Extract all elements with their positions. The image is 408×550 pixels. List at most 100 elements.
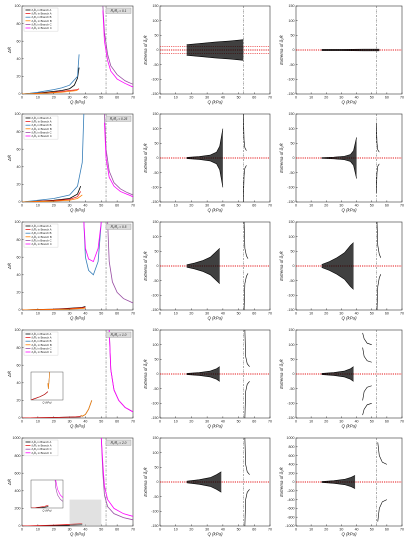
y-axis-label: Extrema of δ₂R̄ [279,250,284,281]
x-axis-label: Q (kPa) [70,208,86,213]
y-tick-label: 80 [17,22,21,26]
series-line-1 [321,157,357,179]
series-line-0 [186,471,222,482]
x-tick-label: 50 [237,419,241,423]
x-tick-label: 20 [324,527,328,531]
y-tick-label: -150 [287,308,294,312]
series-line-1 [321,267,354,290]
y-tick-label: 100 [289,235,295,239]
x-tick-label: 30 [339,203,343,207]
x-axis-label: Q (kPa) [207,208,223,213]
x-tick-label: 10 [36,311,40,315]
y-axis-label: Extrema of δ₂R̄ [279,466,284,497]
y-tick-label: 20 [17,399,21,403]
series-group [22,222,133,310]
y-tick-label: 50 [291,34,295,38]
x-tick-label: 50 [99,311,103,315]
y-tick-label: -50 [153,63,158,67]
oscillation-fill [186,39,244,61]
row-tag: R̄₁/R̄₂ = 1.0 [111,333,127,337]
y-tick-label: 100 [289,19,295,23]
series-line-3 [80,400,93,417]
x-tick-label: 20 [189,203,193,207]
inset-series-line-1 [31,504,49,508]
legend-entry: δ₁R̄₁ in Branch A [32,116,52,120]
series-line-3 [244,381,250,418]
x-tick-label: 10 [174,95,178,99]
y-tick-label: 0 [157,264,159,268]
y-tick-label: 100 [15,4,21,8]
y-tick-label: -100 [151,294,158,298]
x-tick-label: 50 [237,203,241,207]
x-tick-label: 10 [36,419,40,423]
y-tick-label: 60 [17,363,21,367]
series-line-5 [104,122,133,198]
x-tick-label: 50 [370,527,374,531]
y-tick-label: 100 [15,112,21,116]
y-tick-label: -150 [151,308,158,312]
legend-box [23,223,59,248]
x-tick-label: 60 [385,311,389,315]
legend-entry: δ₁R̄₁ in Branch A [32,224,52,228]
x-tick-label: 40 [355,419,359,423]
series-group [186,39,244,61]
oscillation-fill [186,366,220,382]
y-tick-label: -50 [153,495,158,499]
series-line-2 [376,222,382,258]
x-tick-label: 30 [68,419,72,423]
x-tick-label: 40 [221,527,225,531]
series-line-1 [22,522,83,526]
x-tick-label: 60 [385,527,389,531]
legend-entry: δ₂R̄₂ in Branch C [32,450,52,454]
series-line-5 [108,330,133,413]
inset-series-line-1 [31,391,49,400]
y-tick-label: 60 [17,147,21,151]
y-tick-label: -150 [151,524,158,528]
x-tick-label: 60 [115,311,119,315]
y-axis-label: Extrema of δ₁R̄ [143,466,148,496]
x-tick-label: 60 [252,95,256,99]
panel-row3-col3: 0 10 20 30 40 50 60 70 -150 -100 -50 0 50 100 150 Q (kP… [279,220,404,320]
inset-x-label: Q (kPa) [43,509,52,513]
legend-entry: δ₁R̄₁ in Branch C [32,346,52,350]
legend-entry: δ₂R̄₂ in Branch B [32,126,52,130]
series-group [321,122,380,194]
x-tick-label: 20 [324,311,328,315]
x-tick-label: 30 [205,203,209,207]
inset-frame [30,479,64,509]
series-line-3 [243,273,249,310]
y-axis-label: Extrema of δ₁R̄ [143,250,148,280]
y-tick-label: -100 [151,510,158,514]
x-tick-label: 0 [159,95,161,99]
y-tick-label: -100 [151,186,158,190]
x-tick-label: 10 [174,419,178,423]
legend-entry: δ₂R̄₂ in Branch A [32,443,52,447]
series-line-1 [321,374,354,382]
series-line-2 [243,222,249,259]
x-axis-label: Q (kPa) [207,532,223,537]
x-tick-label: 50 [99,419,103,423]
y-tick-label: 80 [17,346,21,350]
y-axis-label: ΔR̄ [7,46,12,54]
legend-box [23,331,59,356]
y-tick-label: 20 [17,75,21,79]
series-line-0 [186,128,224,158]
y-tick-label: 40 [17,57,21,61]
y-axis-label: ΔR̄ [7,478,12,486]
series-group [321,442,387,522]
y-tick-label: -150 [151,200,158,204]
legend-entry: δ₁R̄₁ in Branch A [32,8,52,12]
row-tag: R̄₁/R̄₂ = 0.25 [110,117,128,121]
x-tick-label: 70 [268,203,272,207]
y-tick-label: 50 [291,250,295,254]
y-tick-label: -50 [289,63,294,67]
y-tick-label: 50 [155,466,159,470]
y-tick-label: 40 [17,273,21,277]
series-line-2 [22,114,85,202]
row-tag-box [105,331,132,338]
series-line-0 [321,475,356,482]
x-tick-label: 0 [159,527,161,531]
y-axis-label: Extrema of δ₁R̄ [143,142,148,172]
x-tick-label: 0 [21,419,23,423]
series-group [321,48,380,52]
